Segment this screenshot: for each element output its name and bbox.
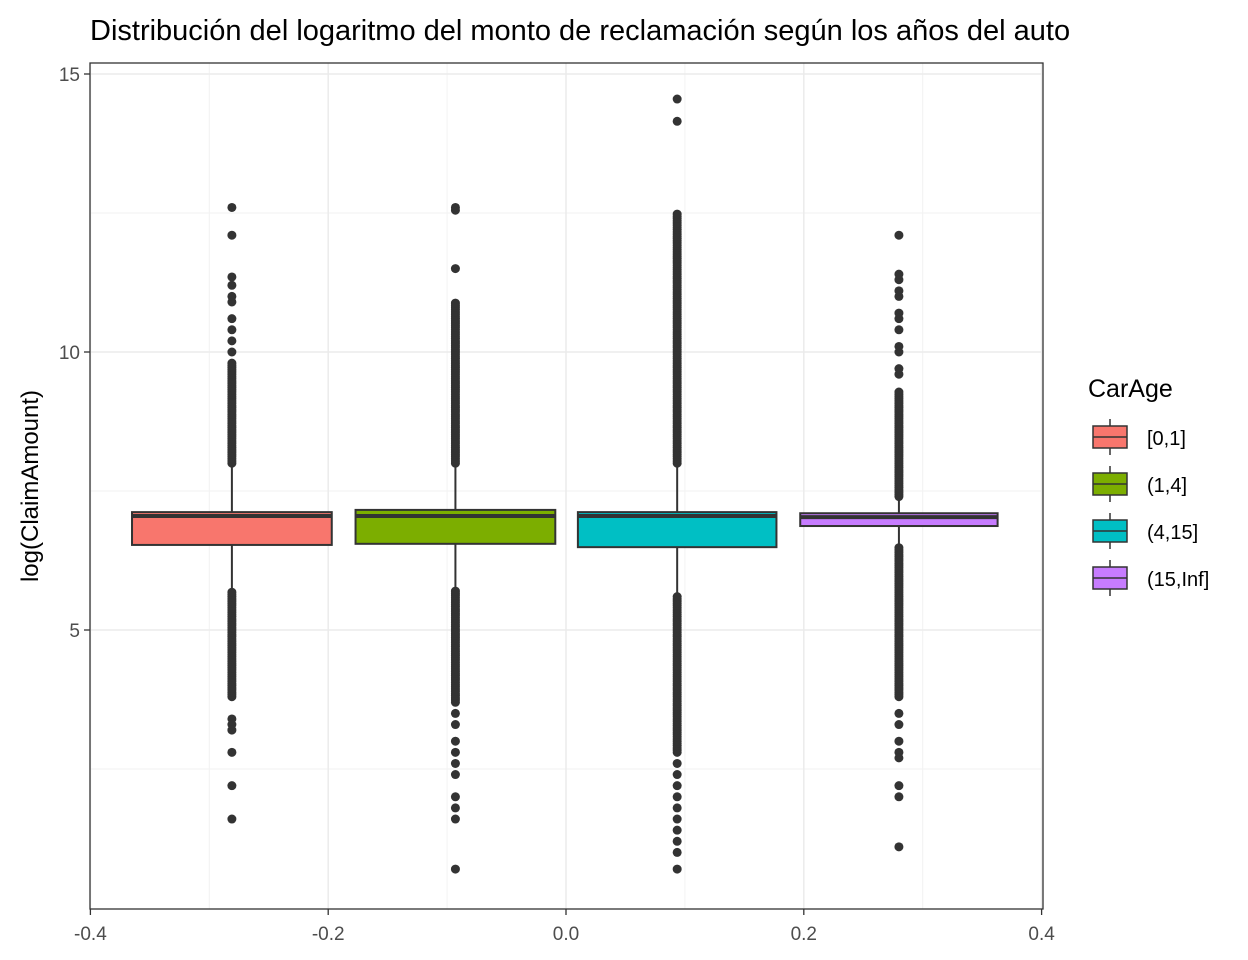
box-group: [131, 202, 333, 824]
y-axis-label: log(ClaimAmount): [17, 390, 44, 582]
outlier-point: [894, 753, 904, 763]
x-tick-label: 0.4: [1028, 924, 1055, 945]
outlier-point: [894, 842, 904, 852]
y-tick-label: 10: [59, 343, 80, 364]
outlier-point: [672, 770, 682, 780]
outlier-point: [894, 364, 904, 374]
outlier-point: [227, 202, 237, 212]
outlier-point: [227, 280, 237, 290]
x-tick-label: -0.4: [74, 924, 107, 945]
outlier-point: [227, 587, 237, 597]
grid: [89, 63, 1043, 909]
outlier-point: [450, 814, 460, 824]
outlier-point: [227, 272, 237, 282]
outlier-point: [450, 586, 460, 596]
outlier-point: [227, 325, 237, 335]
outlier-point: [894, 286, 904, 296]
x-tick-label: 0.2: [791, 924, 817, 945]
outlier-point: [450, 792, 460, 802]
outlier-point: [672, 758, 682, 768]
legend: [0,1] (1,4] (4,15] (15,Inf]: [1092, 419, 1209, 596]
boxes: [131, 94, 999, 874]
outlier-point: [450, 298, 460, 308]
outlier-point: [894, 708, 904, 718]
outlier-point: [450, 202, 460, 212]
outlier-point: [672, 803, 682, 813]
outlier-point: [227, 314, 237, 324]
outlier-point: [894, 781, 904, 791]
outlier-point: [450, 770, 460, 780]
outlier-point: [894, 341, 904, 351]
outlier-point: [450, 720, 460, 730]
outlier-point: [227, 336, 237, 346]
outlier-point: [227, 230, 237, 240]
outlier-point: [227, 747, 237, 757]
outlier-point: [450, 758, 460, 768]
outlier-point: [672, 814, 682, 824]
legend-label: (1,4]: [1147, 475, 1187, 497]
y-tick-label: 15: [59, 65, 80, 86]
outlier-point: [672, 864, 682, 874]
outlier-point: [894, 736, 904, 746]
outlier-point: [894, 387, 904, 397]
outlier-point: [894, 230, 904, 240]
outlier-point: [672, 116, 682, 126]
outlier-point: [672, 836, 682, 846]
outlier-point: [894, 720, 904, 730]
outlier-point: [672, 592, 682, 602]
outlier-point: [894, 792, 904, 802]
outlier-point: [450, 264, 460, 274]
x-tick-label: -0.2: [312, 924, 345, 945]
outlier-point: [227, 814, 237, 824]
outlier-point: [894, 543, 904, 553]
box-group: [354, 202, 557, 874]
axes: -0.4 -0.2 0.0 0.2 0.4 5 10 15: [59, 65, 1055, 945]
outlier-point: [672, 847, 682, 857]
legend-label: [0,1]: [1147, 428, 1186, 450]
box-group: [799, 230, 999, 852]
outlier-point: [227, 781, 237, 791]
legend-title: CarAge: [1088, 375, 1173, 403]
outlier-point: [227, 358, 237, 368]
outlier-point: [894, 269, 904, 279]
outlier-point: [672, 825, 682, 835]
outlier-point: [450, 803, 460, 813]
outlier-point: [672, 209, 682, 219]
outlier-point: [672, 781, 682, 791]
outlier-point: [450, 747, 460, 757]
y-tick-label: 5: [69, 621, 80, 642]
legend-label: (15,Inf]: [1147, 569, 1209, 591]
box-group: [576, 94, 778, 874]
outlier-point: [227, 725, 237, 735]
outlier-point: [894, 325, 904, 335]
outlier-point: [227, 291, 237, 301]
chart-title: Distribución del logaritmo del monto de …: [90, 15, 1070, 47]
outlier-point: [894, 308, 904, 318]
x-tick-label: 0.0: [553, 924, 579, 945]
outlier-point: [672, 792, 682, 802]
outlier-point: [450, 708, 460, 718]
outlier-point: [227, 347, 237, 357]
outlier-point: [450, 864, 460, 874]
outlier-point: [672, 94, 682, 104]
outlier-point: [450, 736, 460, 746]
legend-label: (4,15]: [1147, 522, 1198, 544]
